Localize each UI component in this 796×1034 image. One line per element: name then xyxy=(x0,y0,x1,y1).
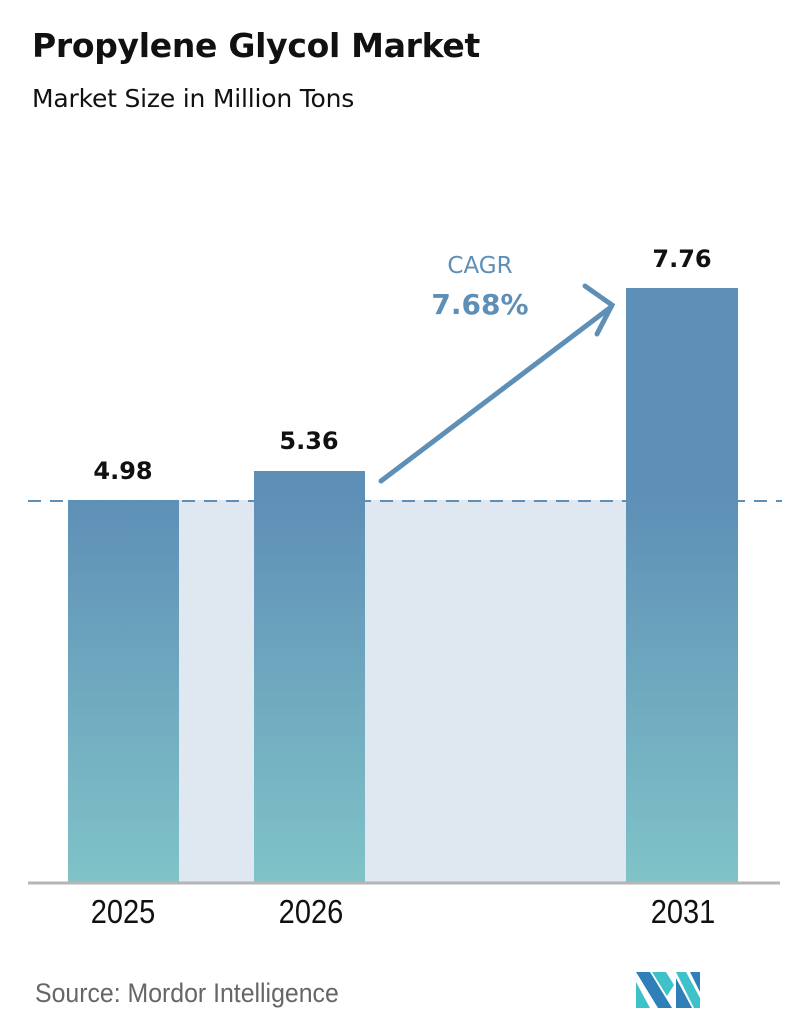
cagr-label: CAGR xyxy=(447,253,513,279)
x-label-2025: 2025 xyxy=(90,893,156,930)
x-label-2031: 2031 xyxy=(650,893,716,930)
cagr-value: 7.68% xyxy=(431,288,529,321)
bar-value-2031: 7.76 xyxy=(652,245,712,273)
bar-2031[interactable] xyxy=(626,288,738,883)
bar-2026[interactable] xyxy=(254,471,365,883)
chart-title: Propylene Glycol Market xyxy=(32,26,480,65)
mordor-intelligence-logo-icon xyxy=(636,972,700,1008)
x-label-2026: 2026 xyxy=(278,893,344,930)
bar-2025[interactable] xyxy=(68,500,179,883)
bar-value-2026: 5.36 xyxy=(279,427,339,455)
cagr-arrow-icon xyxy=(378,283,616,484)
chart-subtitle: Market Size in Million Tons xyxy=(32,84,355,113)
source-text: Source: Mordor Intelligence xyxy=(35,978,339,1008)
bar-value-2025: 4.98 xyxy=(93,457,153,485)
